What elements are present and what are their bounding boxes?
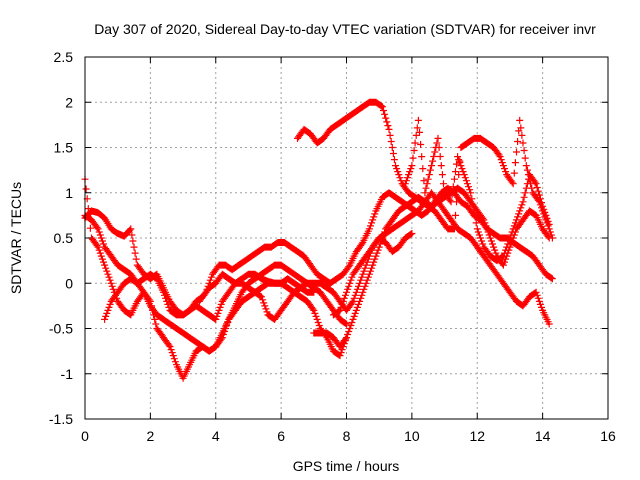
data-series — [82, 99, 556, 382]
y-tick-label: 1.5 — [54, 140, 74, 156]
y-tick-label: 0 — [65, 275, 73, 291]
y-tick-label: -1.5 — [49, 411, 73, 427]
y-tick-label: -1 — [61, 366, 74, 382]
y-tick-label: 1 — [65, 185, 73, 201]
x-tick-label: 2 — [146, 428, 154, 444]
x-tick-label: 16 — [600, 428, 616, 444]
x-tick-label: 8 — [343, 428, 351, 444]
y-tick-label: 2 — [65, 94, 73, 110]
grid-lines — [85, 57, 608, 419]
y-tick-label: -0.5 — [49, 321, 73, 337]
x-tick-label: 14 — [535, 428, 551, 444]
x-tick-label: 12 — [469, 428, 485, 444]
x-tick-label: 6 — [277, 428, 285, 444]
y-axis-label: SDTVAR / TECUs — [8, 182, 24, 294]
x-tick-label: 10 — [404, 428, 420, 444]
y-tick-label: 0.5 — [54, 230, 74, 246]
sdtvar-chart: Day 307 of 2020, Sidereal Day-to-day VTE… — [0, 0, 640, 480]
x-tick-label: 0 — [81, 428, 89, 444]
x-tick-label: 4 — [212, 428, 220, 444]
x-axis-label: GPS time / hours — [293, 458, 400, 474]
y-tick-label: 2.5 — [54, 49, 74, 65]
chart-title: Day 307 of 2020, Sidereal Day-to-day VTE… — [94, 21, 596, 37]
